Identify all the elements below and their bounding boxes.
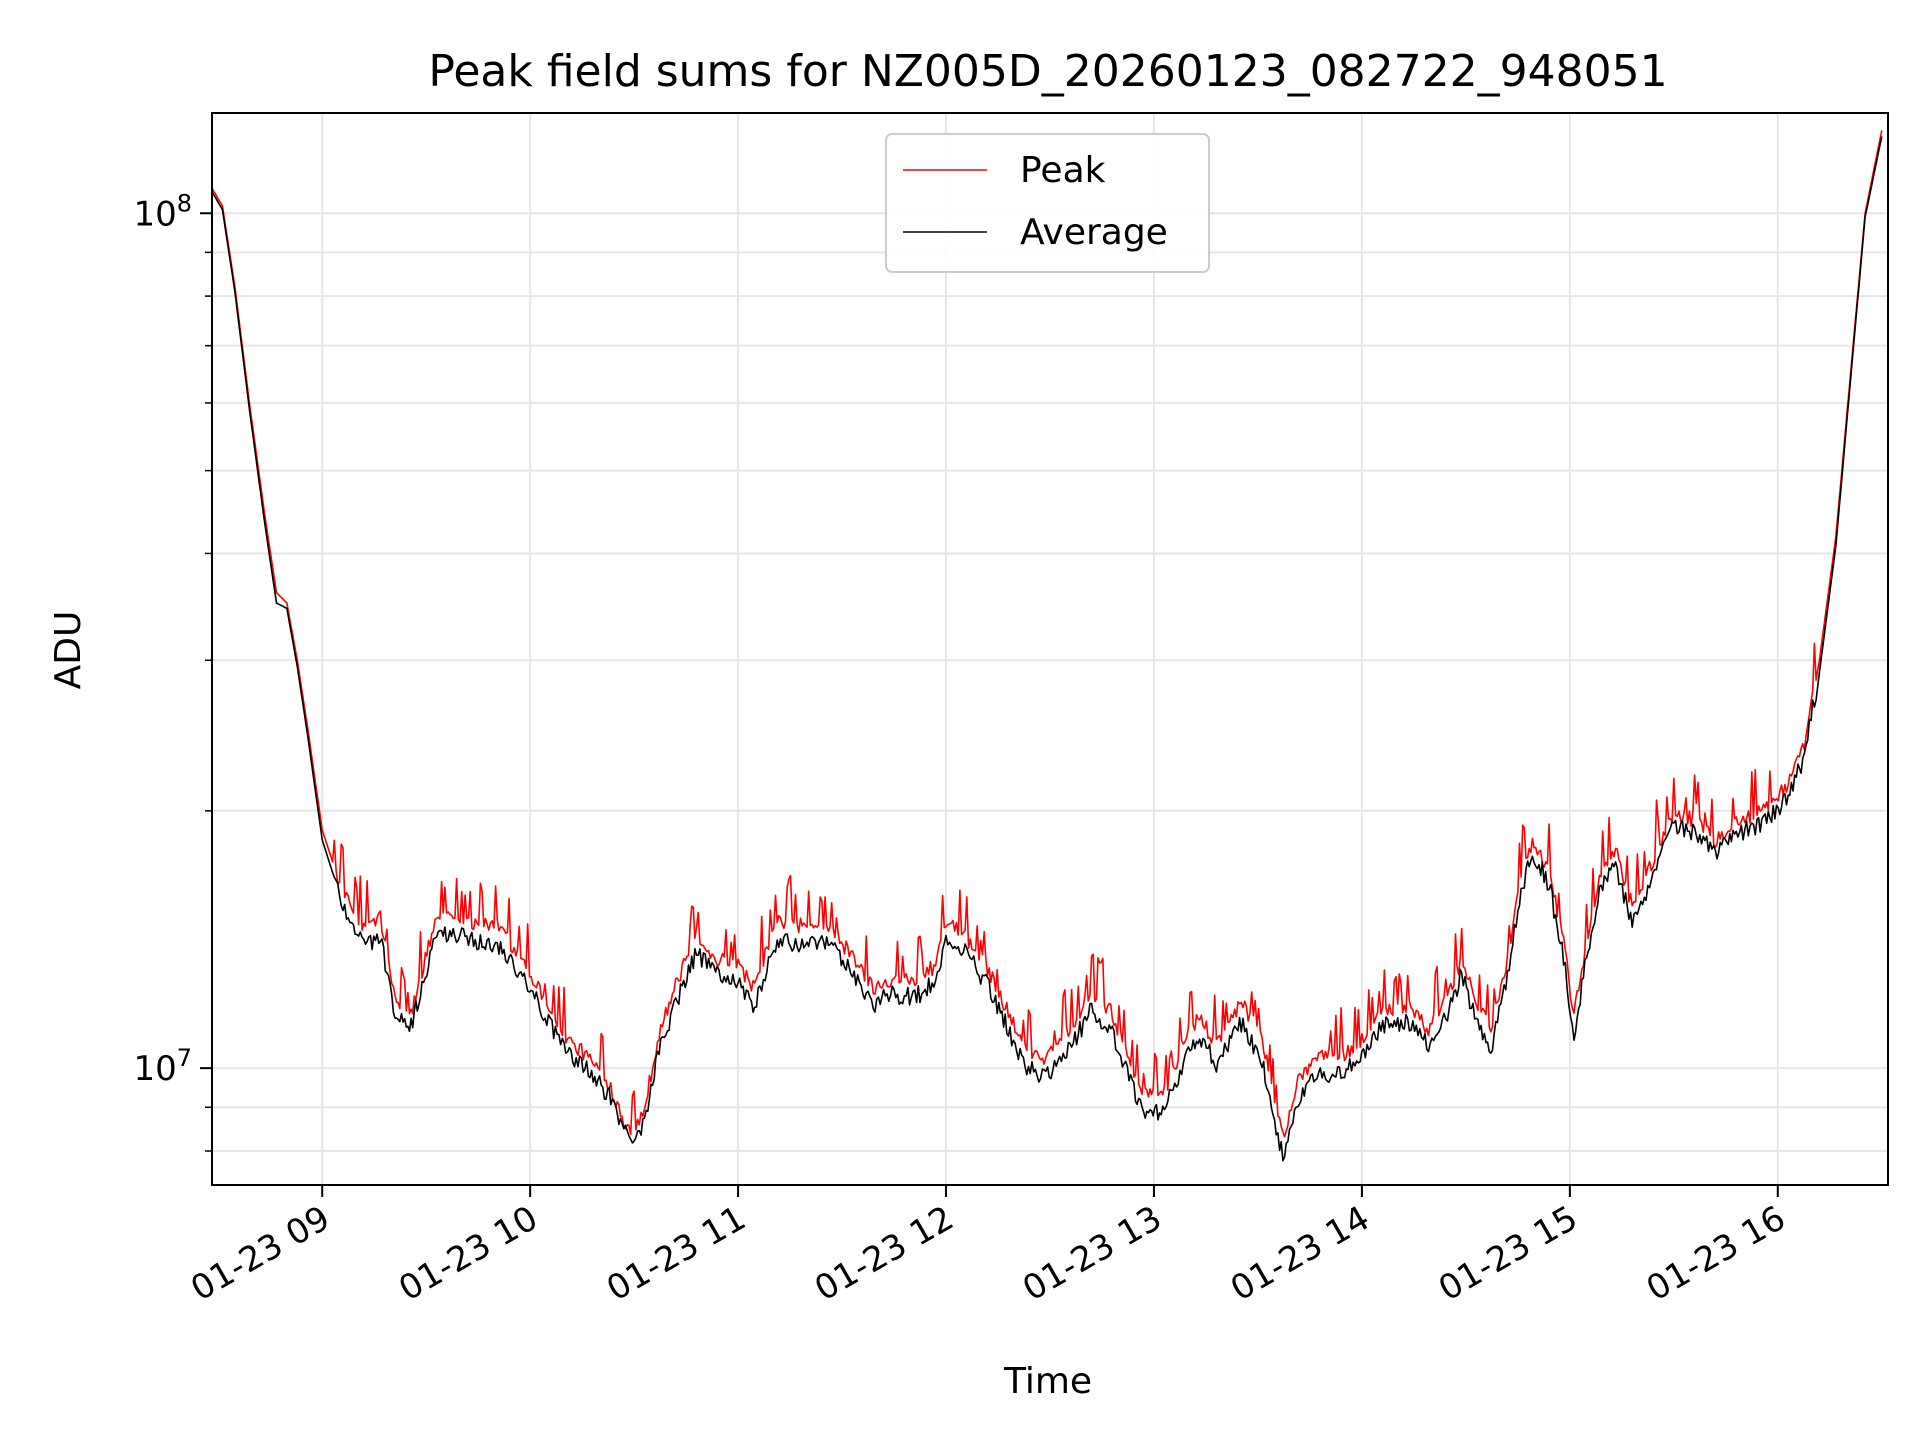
legend-label-average: Average (1020, 212, 1168, 253)
legend: Peak Average (885, 133, 1210, 273)
plot-frame (211, 112, 1889, 1186)
series-line-average (211, 136, 1883, 1162)
y-axis: 107 108 (133, 189, 212, 1152)
chart-title: Peak field sums for NZ005D_20260123_0827… (428, 46, 1667, 97)
legend-label-peak: Peak (1020, 150, 1106, 191)
y-tick-label: 107 (133, 1044, 192, 1089)
y-tick-label: 108 (133, 189, 192, 234)
x-axis-title: Time (1003, 1361, 1092, 1402)
legend-box (885, 133, 1210, 273)
series-line-peak (211, 130, 1883, 1138)
series-lines (211, 130, 1883, 1162)
y-axis-title: ADU (48, 611, 89, 690)
